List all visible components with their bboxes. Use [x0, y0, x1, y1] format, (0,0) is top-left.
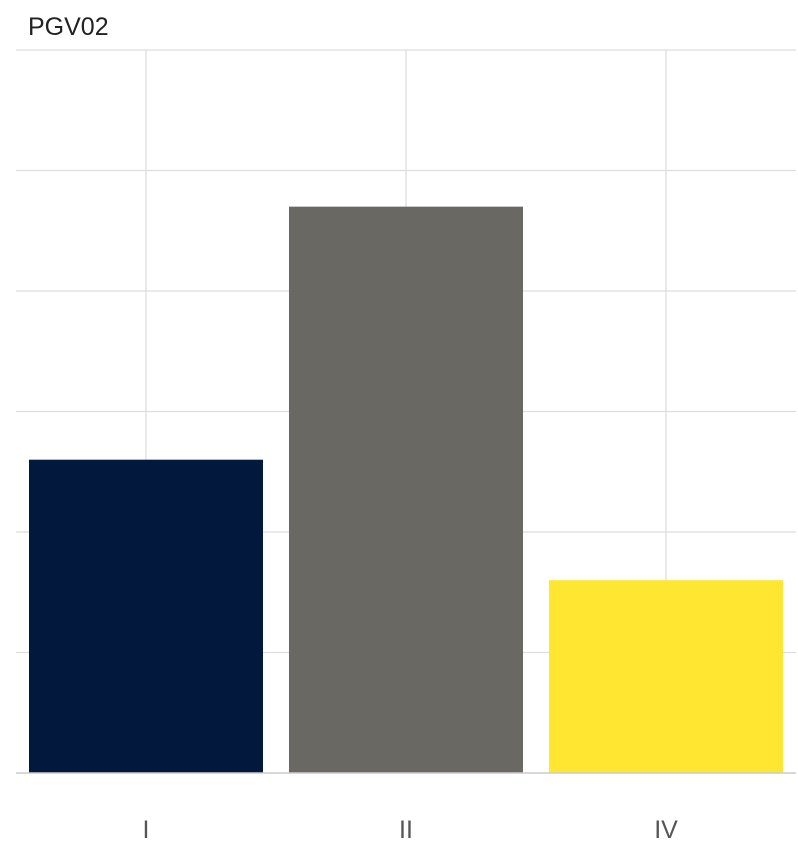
bar-II: [289, 206, 523, 773]
bar-IV: [549, 580, 783, 773]
chart-title: PGV02: [28, 13, 109, 41]
x-tick-label: IV: [654, 816, 678, 841]
bar-I: [29, 459, 263, 773]
x-axis: I II IV: [16, 772, 796, 841]
bars: [29, 206, 783, 773]
x-tick-label: I: [143, 816, 150, 841]
x-tick-label: II: [399, 816, 413, 841]
